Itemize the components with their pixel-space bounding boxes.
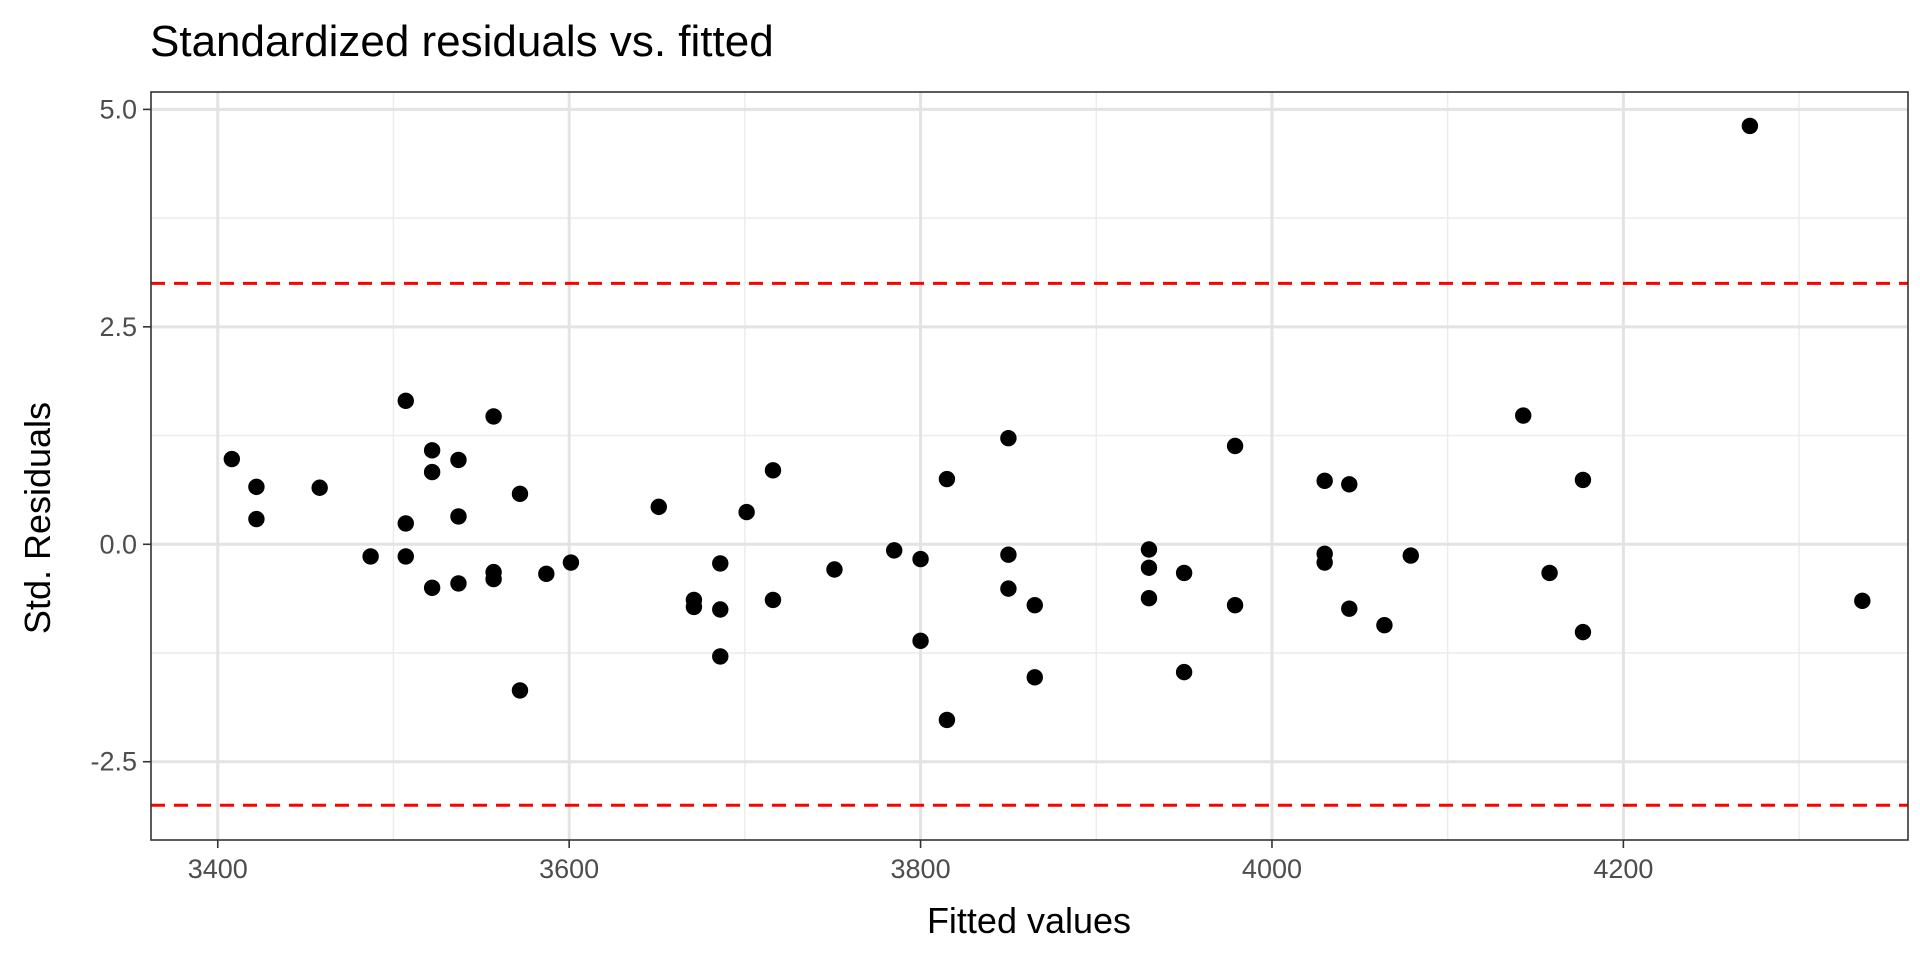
data-point	[423, 463, 441, 481]
x-axis-ticks: 3400 3600 3800 4000 4200	[188, 840, 1653, 884]
data-point	[1515, 407, 1532, 424]
data-point	[450, 508, 467, 525]
data-point	[738, 503, 755, 521]
data-point	[1026, 596, 1043, 614]
data-point	[511, 485, 529, 503]
x-axis-label: Fitted values	[927, 900, 1131, 941]
data-point	[938, 711, 956, 729]
data-point	[397, 548, 414, 565]
data-point	[1574, 471, 1592, 489]
data-point	[1000, 429, 1017, 447]
x-tick-label: 3400	[188, 854, 248, 884]
data-point	[311, 479, 328, 496]
y-tick-label: 0.0	[99, 529, 137, 559]
data-point	[423, 579, 441, 596]
data-points	[223, 117, 1871, 729]
data-point	[886, 542, 903, 559]
data-point	[1541, 564, 1558, 582]
data-point	[1140, 590, 1158, 607]
data-point	[1140, 541, 1158, 558]
data-point	[912, 632, 929, 650]
data-point	[685, 598, 703, 616]
data-point	[712, 648, 729, 665]
data-point	[650, 498, 667, 516]
y-axis-ticks: -2.5 0.0 2.5 5.0	[90, 94, 151, 777]
data-point	[538, 565, 555, 583]
data-point	[450, 451, 467, 469]
data-point	[450, 575, 467, 592]
data-point	[511, 682, 529, 699]
data-point	[397, 515, 414, 532]
data-point	[1175, 564, 1193, 582]
data-point	[1402, 547, 1419, 564]
y-tick-label: 5.0	[99, 94, 137, 124]
reference-lines	[151, 281, 1908, 807]
data-point	[248, 510, 265, 528]
data-point	[1341, 476, 1358, 493]
y-axis-label: Std. Residuals	[17, 402, 58, 634]
y-tick-label: -2.5	[90, 747, 137, 777]
data-point	[248, 478, 265, 496]
data-point	[1574, 623, 1592, 641]
data-point	[485, 408, 502, 425]
data-point	[764, 462, 782, 479]
plot-panel-border	[150, 91, 1909, 841]
data-point	[1741, 117, 1759, 135]
grid	[151, 92, 1908, 840]
data-point	[912, 550, 929, 568]
data-point	[1026, 669, 1043, 686]
data-point	[1341, 600, 1358, 617]
chart-title: Standardized residuals vs. fitted	[150, 17, 774, 66]
data-point	[1175, 663, 1193, 681]
data-point	[712, 555, 729, 572]
data-point	[826, 561, 843, 578]
data-point	[1000, 546, 1017, 563]
data-point	[1316, 554, 1333, 571]
data-point	[712, 601, 729, 618]
data-point	[1376, 616, 1393, 634]
data-point	[764, 591, 782, 609]
x-tick-label: 4200	[1593, 854, 1653, 884]
data-point	[1226, 437, 1244, 455]
y-tick-label: 2.5	[99, 312, 137, 342]
data-point	[938, 470, 956, 488]
data-point	[485, 570, 502, 588]
data-point	[1000, 580, 1017, 597]
data-point	[1316, 472, 1333, 489]
x-tick-label: 3800	[891, 854, 951, 884]
data-point	[1140, 559, 1158, 576]
data-point	[1854, 592, 1871, 610]
data-point	[562, 554, 580, 571]
data-point	[423, 442, 441, 459]
data-point	[1226, 596, 1244, 614]
data-point	[397, 392, 414, 409]
data-point	[362, 548, 379, 565]
data-point	[223, 450, 241, 468]
x-tick-label: 4000	[1242, 854, 1302, 884]
x-tick-label: 3600	[539, 854, 599, 884]
